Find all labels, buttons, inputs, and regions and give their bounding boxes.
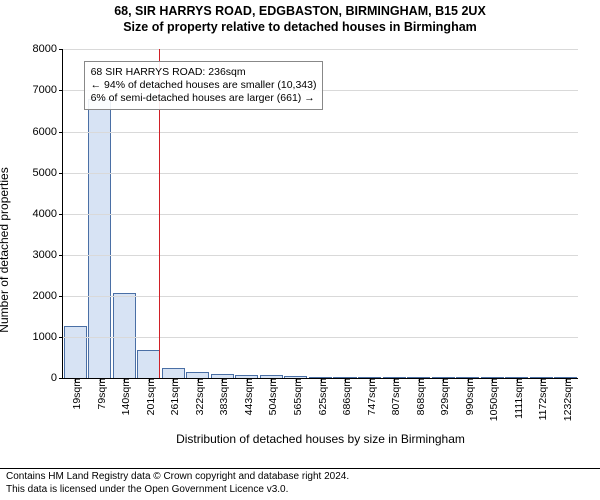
x-tick-label: 19sqm [67, 378, 83, 410]
y-tick-mark [59, 214, 63, 215]
gridline [63, 173, 578, 174]
annotation-line: 68 SIR HARRYS ROAD: 236sqm [91, 66, 317, 79]
x-tick-label: 383sqm [214, 378, 230, 415]
x-tick-label: 261sqm [165, 378, 181, 415]
histogram-bar [64, 326, 87, 379]
x-tick-label: 929sqm [435, 378, 451, 415]
x-axis-label: Distribution of detached houses by size … [63, 432, 578, 446]
x-tick-label: 565sqm [288, 378, 304, 415]
annotation-line: 6% of semi-detached houses are larger (6… [91, 92, 317, 105]
y-tick-mark [59, 173, 63, 174]
gridline [63, 337, 578, 338]
x-tick-label: 1111sqm [509, 378, 525, 419]
gridline [63, 214, 578, 215]
x-tick-label: 1050sqm [484, 378, 500, 421]
y-tick-mark [59, 378, 63, 379]
x-tick-label: 747sqm [362, 378, 378, 415]
x-tick-label: 625sqm [313, 378, 329, 415]
x-tick-label: 990sqm [460, 378, 476, 415]
footer-line-2: This data is licensed under the Open Gov… [6, 484, 594, 497]
chart-title-line-1: 68, SIR HARRYS ROAD, EDGBASTON, BIRMINGH… [0, 4, 600, 20]
gridline [63, 296, 578, 297]
x-tick-label: 443sqm [239, 378, 255, 415]
y-tick-mark [59, 49, 63, 50]
y-tick-mark [59, 296, 63, 297]
x-tick-label: 686sqm [337, 378, 353, 415]
chart-area: Number of detached properties Distributi… [0, 35, 600, 465]
y-tick-mark [59, 90, 63, 91]
annotation-box: 68 SIR HARRYS ROAD: 236sqm← 94% of detac… [84, 61, 324, 110]
histogram-bar [162, 368, 185, 378]
gridline [63, 132, 578, 133]
y-axis-label: Number of detached properties [0, 168, 11, 333]
histogram-bar [113, 293, 136, 379]
x-tick-label: 79sqm [92, 378, 108, 410]
annotation-line: ← 94% of detached houses are smaller (10… [91, 79, 317, 92]
chart-title-block: 68, SIR HARRYS ROAD, EDGBASTON, BIRMINGH… [0, 0, 600, 35]
y-tick-mark [59, 132, 63, 133]
x-tick-label: 1172sqm [533, 378, 549, 420]
x-tick-label: 322sqm [190, 378, 206, 415]
gridline [63, 49, 578, 50]
histogram-bar [137, 350, 160, 378]
x-tick-label: 201sqm [141, 378, 157, 415]
footer-line-1: Contains HM Land Registry data © Crown c… [6, 471, 594, 484]
chart-title-line-2: Size of property relative to detached ho… [0, 20, 600, 36]
y-tick-mark [59, 255, 63, 256]
x-tick-label: 1232sqm [558, 378, 574, 421]
x-tick-label: 807sqm [386, 378, 402, 415]
plot-region: Distribution of detached houses by size … [62, 49, 578, 379]
x-tick-label: 504sqm [263, 378, 279, 415]
x-tick-label: 140sqm [116, 378, 132, 415]
attribution-footer: Contains HM Land Registry data © Crown c… [0, 468, 600, 500]
gridline [63, 255, 578, 256]
y-tick-mark [59, 337, 63, 338]
x-tick-label: 868sqm [411, 378, 427, 415]
